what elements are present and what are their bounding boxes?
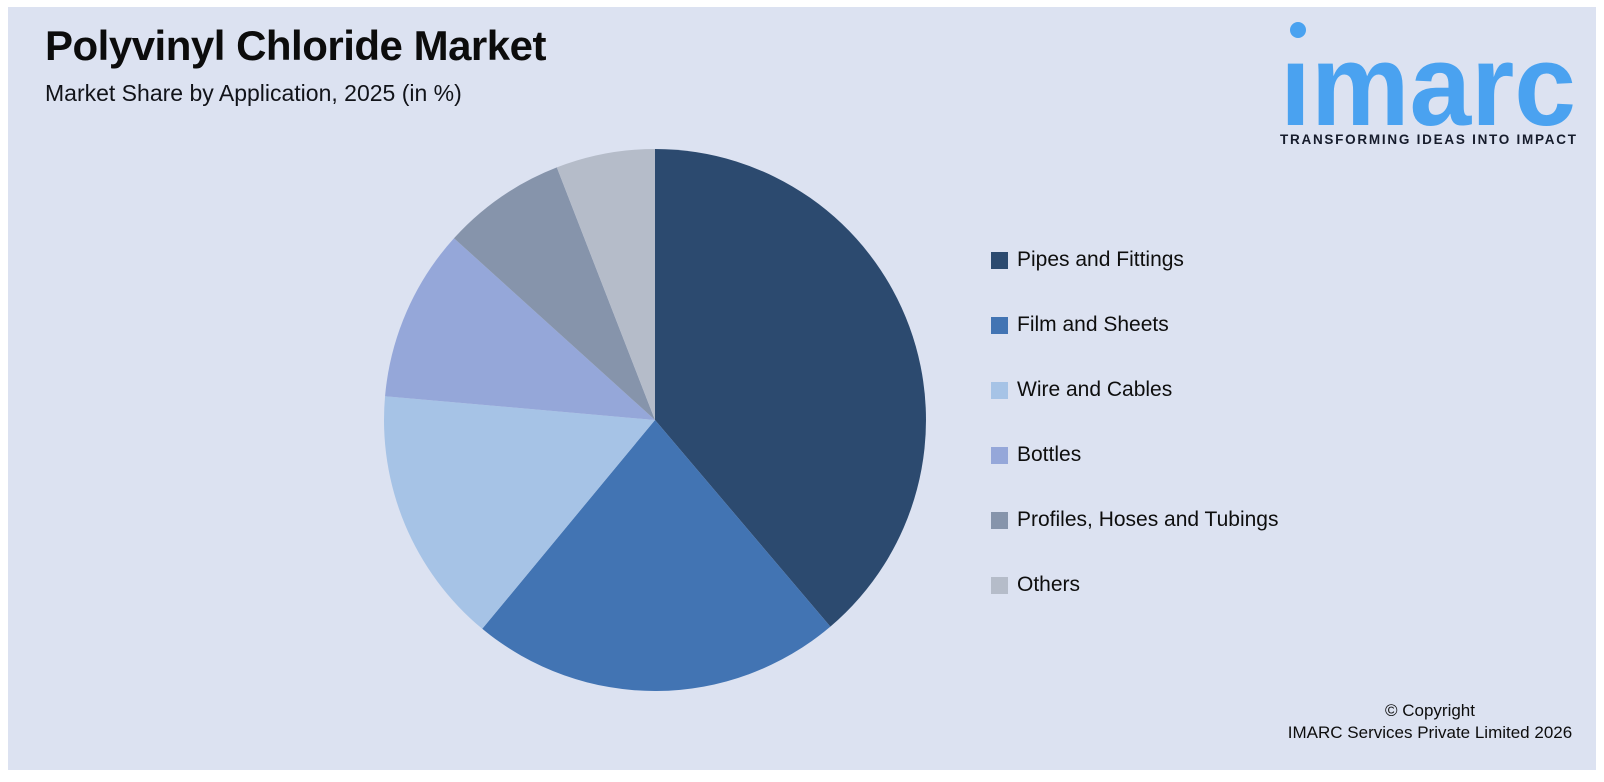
logo-brand-text: ımarc — [1280, 20, 1576, 150]
legend-label-wire-and-cables: Wire and Cables — [1017, 378, 1173, 401]
legend-item-film-and-sheets: Film and Sheets — [991, 313, 1278, 337]
pie-slice-film-and-sheets — [482, 420, 831, 691]
legend-item-wire-and-cables: Wire and Cables — [991, 378, 1278, 402]
legend-label-others: Others — [1017, 573, 1081, 596]
legend-label-profiles-hoses-and-tubings: Profiles, Hoses and Tubings — [1017, 508, 1279, 531]
legend-swatch-others — [991, 576, 1008, 594]
legend-swatch-pipes-and-fittings — [991, 251, 1008, 269]
legend-item-bottles: Bottles — [991, 443, 1278, 467]
pie-slice-bottles — [385, 238, 655, 420]
page-subtitle: Market Share by Application, 2025 (in %) — [45, 80, 462, 106]
copyright-notice: © Copyright IMARC Services Private Limit… — [1283, 700, 1577, 744]
legend: Pipes and Fittings Film and Sheets Wire an… — [991, 248, 1278, 638]
pie-chart — [384, 149, 926, 691]
copyright-line1: © Copyright — [1384, 701, 1475, 720]
legend-swatch-profiles-hoses-and-tubings — [991, 511, 1008, 529]
page-title: Polyvinyl Chloride Market — [45, 22, 546, 69]
legend-label-bottles: Bottles — [1017, 443, 1082, 466]
pie-slice-wire-and-cables — [384, 396, 655, 629]
legend-swatch-film-and-sheets — [991, 316, 1008, 334]
copyright-line2: IMARC Services Private Limited 2026 — [1287, 723, 1573, 742]
logo-i-dot-icon — [1290, 22, 1306, 38]
legend-item-others: Others — [991, 573, 1278, 597]
imarc-logo: ımarc TRANSFORMING IDEAS INTO IMPACT — [1270, 8, 1590, 158]
pie-slice-others — [556, 149, 655, 420]
imarc-logo-graphic: ımarc TRANSFORMING IDEAS INTO IMPACT — [1280, 20, 1577, 150]
pie-slice-pipes-and-fittings — [655, 149, 926, 627]
legend-swatch-bottles — [991, 446, 1008, 464]
pie-slice-profiles-hoses-and-tubings — [453, 167, 655, 420]
legend-swatch-wire-and-cables — [991, 381, 1008, 399]
legend-item-pipes-and-fittings: Pipes and Fittings — [991, 248, 1278, 272]
logo-tagline: TRANSFORMING IDEAS INTO IMPACT — [1280, 132, 1577, 147]
legend-item-profiles-hoses-and-tubings: Profiles, Hoses and Tubings — [991, 508, 1278, 532]
legend-label-film-and-sheets: Film and Sheets — [1017, 313, 1169, 336]
legend-label-pipes-and-fittings: Pipes and Fittings — [1017, 248, 1184, 271]
